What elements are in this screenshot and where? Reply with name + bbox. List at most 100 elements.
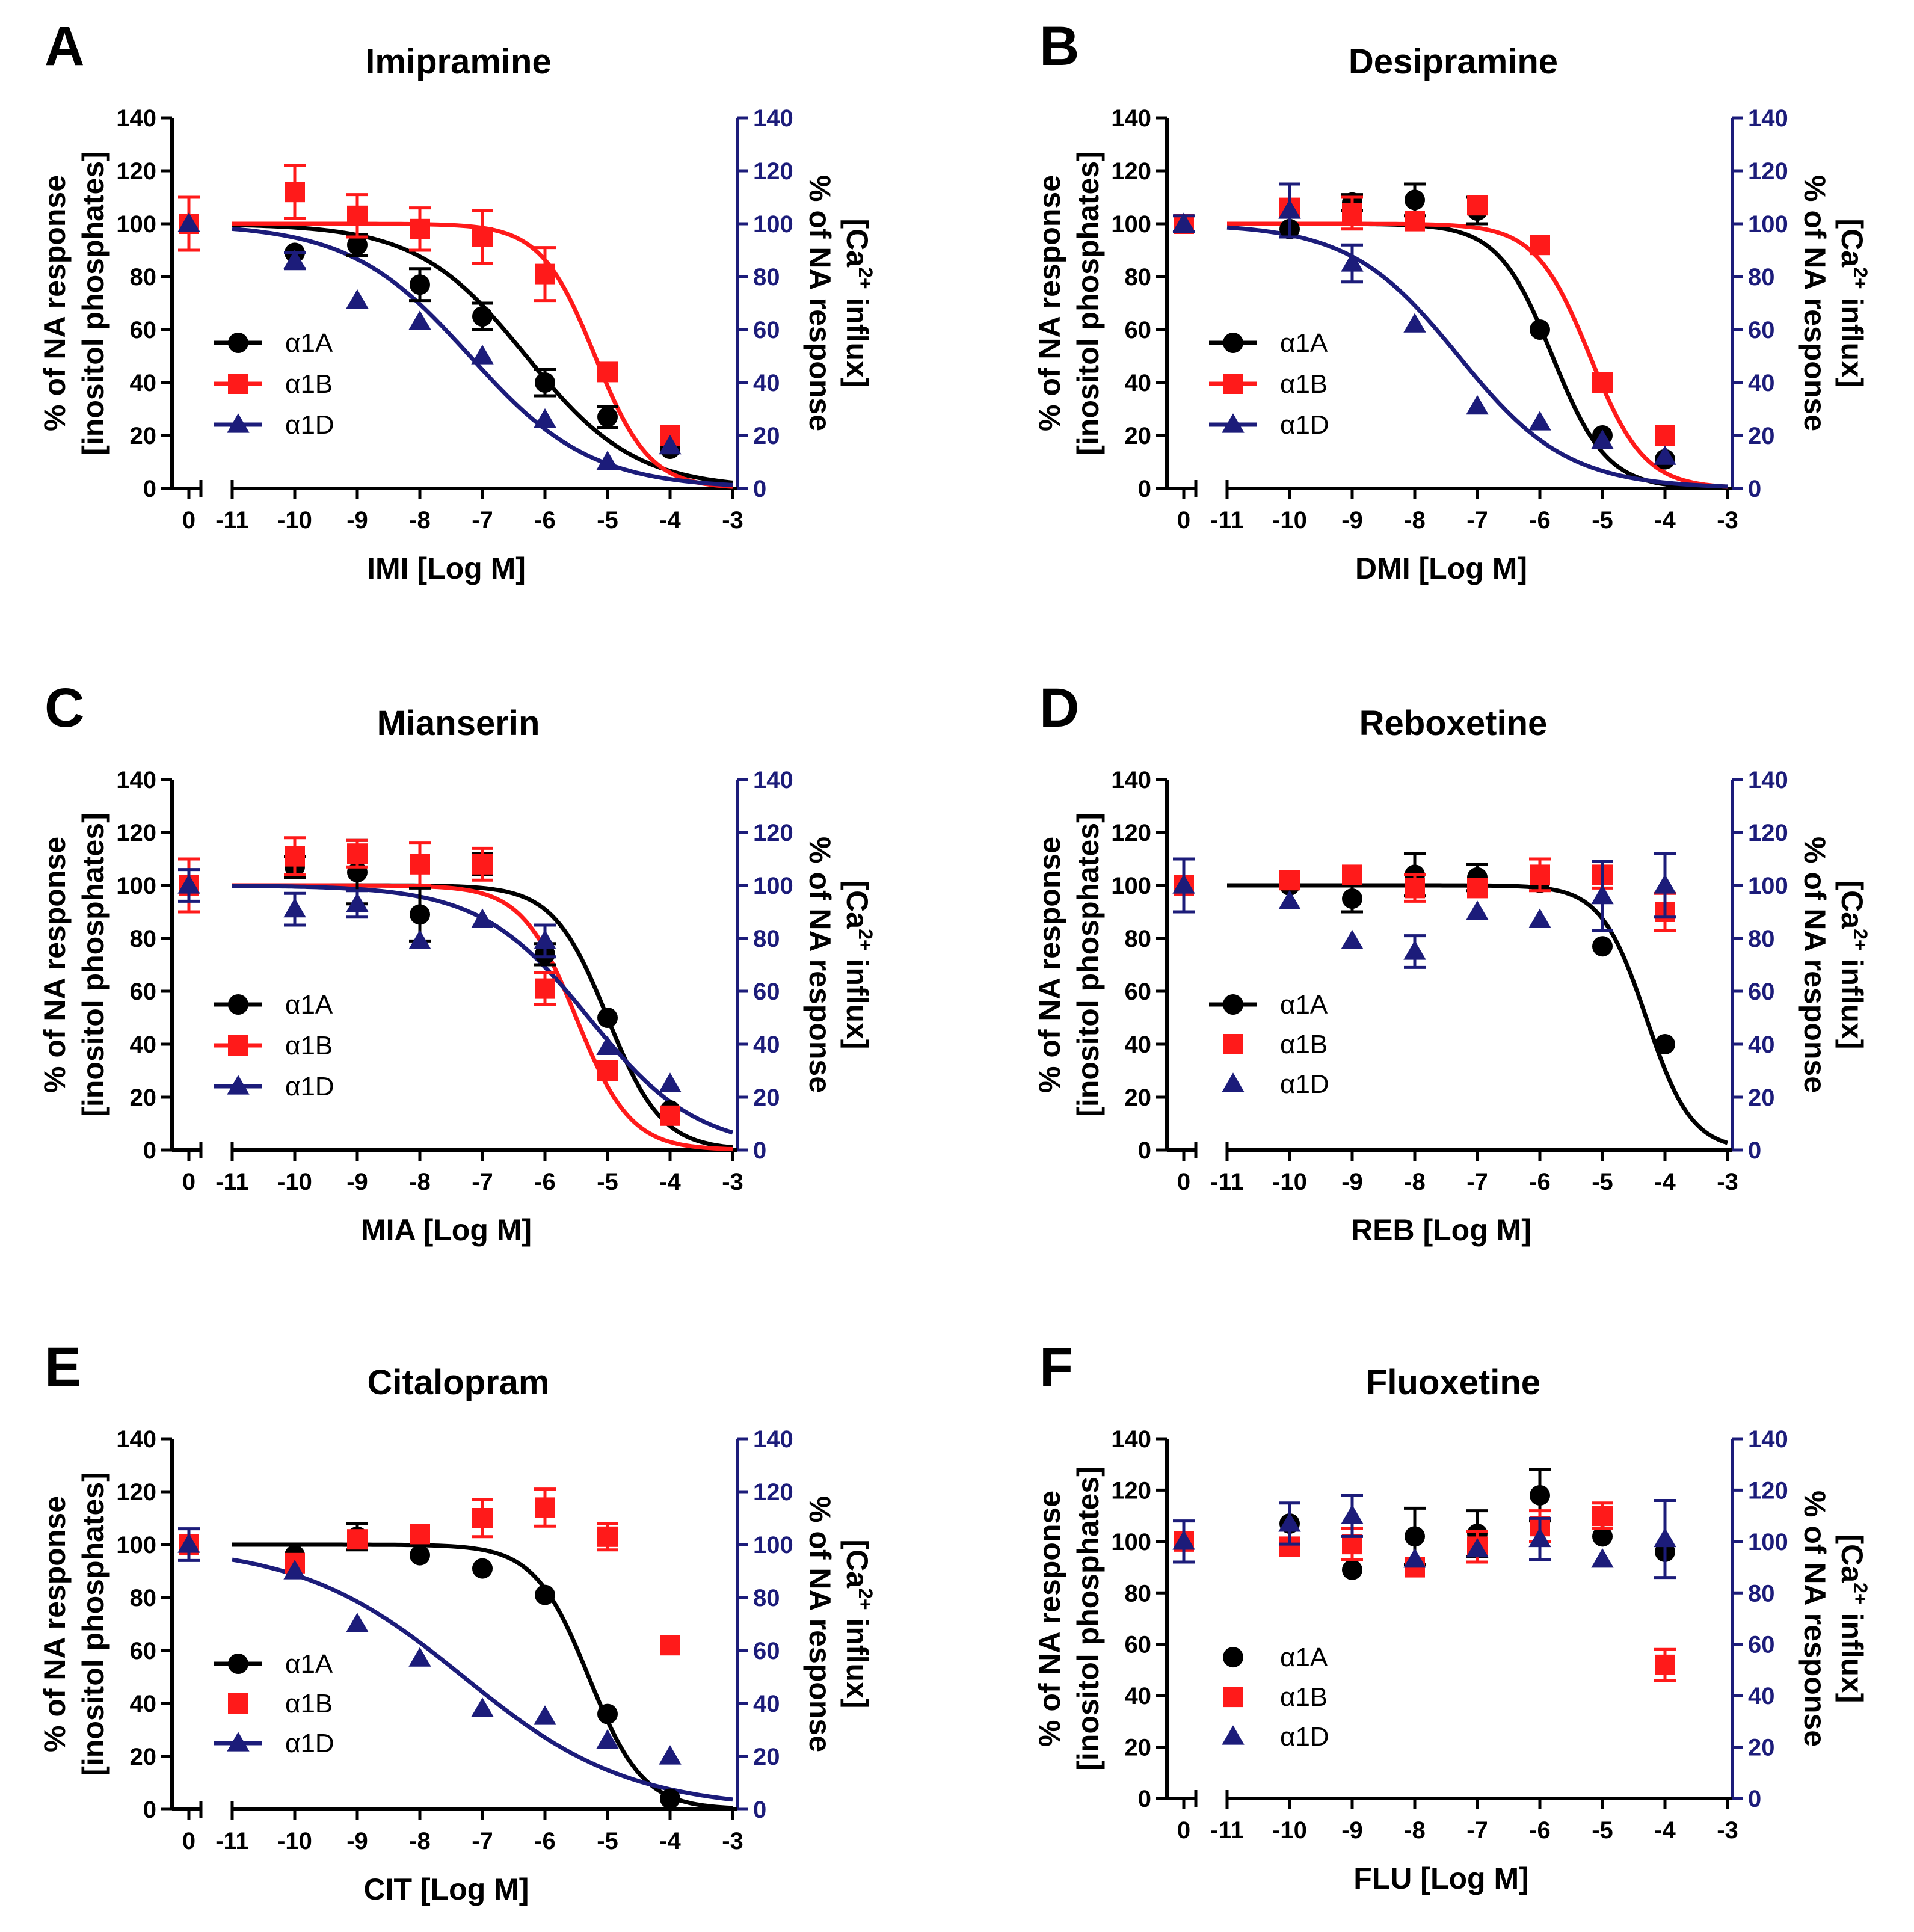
a1b-square-marker: [1223, 1034, 1243, 1054]
right-y-tick-label: 80: [753, 264, 780, 291]
a1b-square-marker: [1530, 235, 1550, 256]
right-label-part: [Ca: [840, 881, 874, 930]
right-label-part: [Ca: [1835, 219, 1869, 268]
x-tick-label: -9: [1341, 1817, 1363, 1844]
right-y-tick-label: 60: [1748, 1632, 1775, 1658]
a1d-triangle-marker: [659, 434, 682, 455]
a1a-circle-marker: [597, 1703, 618, 1724]
a1d-triangle-marker: [1341, 929, 1364, 949]
left-y-tick-label: 120: [116, 820, 156, 846]
a1b-square-marker: [1467, 195, 1488, 216]
right-y-axis-label-line2: [Ca2+ influx]: [840, 219, 876, 388]
a1b-square-marker: [1405, 878, 1425, 899]
a1d-triangle-marker: [283, 249, 306, 269]
left-y-tick-label: 80: [130, 926, 157, 952]
x-tick-label: -8: [1404, 507, 1426, 534]
left-y-axis-label-line1: % of NA response: [38, 1496, 72, 1752]
a1a-circle-marker: [228, 1654, 248, 1674]
left-y-tick-label: 140: [116, 767, 156, 793]
a1b-square-marker: [535, 978, 555, 999]
a1d-triangle-marker: [1466, 395, 1489, 415]
a1a-circle-marker: [1342, 1559, 1362, 1580]
panel-F: F Fluoxetine 0 20 40 60 80 100 120 140 0 20 40 60 80 10…: [1033, 1337, 1871, 1895]
right-label-part: influx]: [1835, 1605, 1869, 1703]
a1b-square-marker: [1223, 374, 1243, 394]
left-y-tick-label: 40: [1125, 370, 1152, 396]
a1d-triangle-marker: [534, 929, 556, 949]
x-tick-label: -11: [1210, 1817, 1244, 1844]
a1d-legend-label: α1D: [1280, 1069, 1329, 1099]
a1d-triangle-marker: [1172, 212, 1195, 232]
x-tick-label: -11: [215, 1169, 249, 1195]
a1d-triangle-marker: [1654, 445, 1676, 465]
a1b-square-marker: [1279, 870, 1300, 891]
a1a-legend-label: α1A: [285, 1649, 333, 1679]
right-y-tick-label: 100: [753, 873, 793, 899]
a1b-square-marker: [660, 1105, 680, 1126]
panel-title: Fluoxetine: [1366, 1363, 1540, 1402]
panel-letter: C: [45, 677, 84, 739]
left-y-tick-label: 120: [116, 1479, 156, 1506]
x-tick-label: -5: [1592, 1817, 1613, 1844]
right-y-tick-label: 0: [753, 1137, 766, 1164]
right-label-part: [Ca: [1835, 881, 1869, 930]
right-y-tick-label: 140: [1748, 1426, 1788, 1453]
x-tick-label: 0: [1177, 507, 1190, 534]
x-tick-label: -7: [472, 507, 493, 534]
a1d-triangle-marker: [177, 212, 200, 232]
left-y-tick-label: 0: [1138, 476, 1151, 502]
right-y-tick-label: 20: [753, 1744, 780, 1770]
x-tick-label: 0: [1177, 1169, 1190, 1195]
panel-A: A Imipramine 0 20 40 60 80 100 120 140 0 20 40 60 80 10…: [38, 16, 876, 585]
a1d-triangle-marker: [1654, 874, 1676, 894]
right-y-tick-label: 40: [1748, 1032, 1775, 1058]
left-y-tick-label: 0: [1138, 1786, 1151, 1812]
x-tick-label: -9: [1341, 507, 1363, 534]
right-y-tick-label: 60: [753, 317, 780, 343]
left-y-axis-label-line1: % of NA response: [38, 837, 72, 1093]
a1b-square-marker: [1530, 864, 1550, 885]
a1b-square-marker: [228, 1035, 248, 1056]
a1a-legend-label: α1A: [1280, 328, 1328, 358]
x-tick-label: -8: [409, 1169, 431, 1195]
a1d-triangle-marker: [177, 1533, 200, 1553]
a1b-square-marker: [1655, 425, 1675, 446]
a1a-circle-marker: [1342, 888, 1362, 909]
x-tick-label: -10: [1272, 1817, 1307, 1844]
right-y-tick-label: 0: [753, 476, 766, 502]
a1b-square-marker: [597, 1060, 618, 1081]
x-tick-label: -5: [1592, 507, 1613, 534]
a1a-circle-marker: [1223, 333, 1243, 353]
a1d-triangle-marker: [1528, 411, 1551, 431]
a1d-triangle-marker: [1528, 1527, 1551, 1548]
x-tick-label: -6: [534, 1828, 556, 1854]
left-y-axis-label-line2: [inositol phosphates]: [1071, 1466, 1105, 1771]
a1d-triangle-marker: [1278, 890, 1301, 909]
a1d-triangle-marker: [1403, 313, 1426, 333]
a1d-triangle-marker: [534, 408, 556, 428]
left-y-tick-label: 140: [1111, 1426, 1151, 1453]
left-y-tick-label: 20: [130, 423, 157, 449]
a1a-circle-marker: [597, 407, 618, 428]
a1d-legend-label: α1D: [1280, 410, 1329, 440]
right-y-tick-label: 0: [1748, 476, 1761, 502]
x-tick-label: 0: [1177, 1817, 1190, 1844]
a1d-triangle-marker: [283, 897, 306, 918]
a1b-square-marker: [347, 843, 368, 864]
right-y-tick-label: 40: [753, 1691, 780, 1717]
x-tick-label: -11: [215, 1828, 249, 1854]
right-label-part: influx]: [1835, 289, 1869, 388]
a1d-triangle-marker: [596, 451, 619, 470]
a1b-square-marker: [597, 361, 618, 383]
left-y-axis-label-line2: [inositol phosphates]: [1071, 151, 1105, 455]
a1d-triangle-marker: [1403, 1548, 1426, 1568]
x-tick-label: -7: [1466, 507, 1488, 534]
right-y-tick-label: 40: [753, 370, 780, 396]
a1a-circle-marker: [1405, 189, 1425, 211]
x-tick-label: -6: [1529, 507, 1551, 534]
right-y-tick-label: 140: [1748, 105, 1788, 132]
a1a-circle-marker: [1530, 319, 1550, 340]
left-y-tick-label: 60: [130, 979, 157, 1005]
x-tick-label: -7: [1466, 1169, 1488, 1195]
panel-title: Mianserin: [377, 704, 540, 743]
